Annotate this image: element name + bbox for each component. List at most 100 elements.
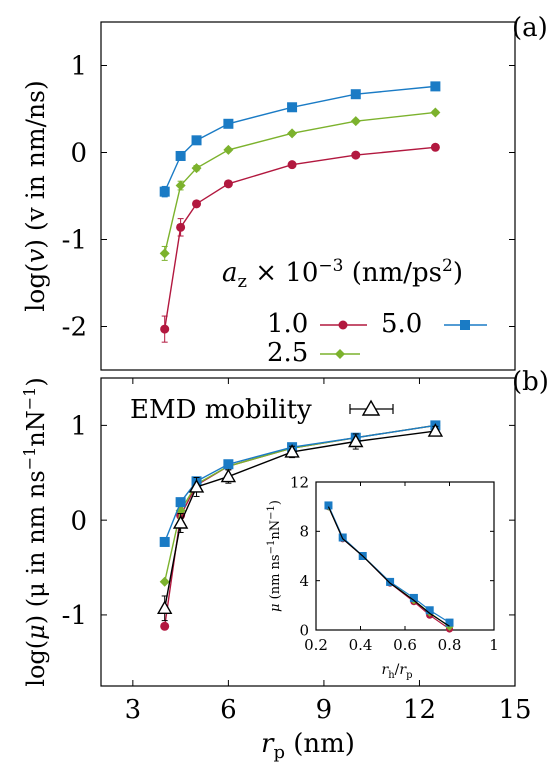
- ytick-label: 0: [70, 506, 87, 536]
- emd-legend: EMD mobility: [130, 395, 394, 425]
- point-2-5: [159, 248, 170, 259]
- point-5-0: [191, 135, 202, 146]
- panel-b-frame: [100, 377, 516, 687]
- ytick-label: 8: [299, 523, 309, 541]
- panel-a: 1 0 -1 -2 (a) log(v) (v in nm/ns) az × 10−3…: [21, 13, 548, 371]
- point-2-5: [223, 144, 234, 155]
- ytick-label: 4: [299, 572, 309, 590]
- point-1-0: [192, 199, 202, 209]
- inset-xlabel: rh/rp: [382, 662, 413, 681]
- point-5-0: [409, 593, 418, 602]
- point-1-0: [160, 324, 170, 334]
- point-1-0: [430, 142, 440, 152]
- panel-a-legend: az × 10−3 (nm/ps2) 1.0 2.5 5.0: [222, 256, 487, 368]
- series-5-0: [159, 81, 441, 198]
- panel-b-xlabel: rp (nm): [261, 729, 355, 763]
- point-1-0: [176, 222, 186, 232]
- xtick-label: 6: [220, 695, 237, 725]
- panel-a-label: (a): [512, 13, 548, 43]
- legend-marker-1-0: [338, 320, 348, 330]
- inset: 0 4 8 12 0.2 0.4 0.6 0.8 1 μ (nm ns−1nN−1) rh/rp: [266, 473, 499, 681]
- ytick-label: 1: [70, 411, 87, 441]
- panel-b-label: (b): [512, 367, 549, 397]
- panel-a-ticks: 1 0 -1 -2: [62, 52, 515, 343]
- point-5-0: [324, 501, 333, 510]
- point-5-0: [386, 577, 395, 586]
- point-5-0: [430, 81, 441, 92]
- point-1-0: [160, 621, 170, 631]
- point-emd-mobility: [172, 515, 189, 529]
- emd-legend-marker: [361, 399, 381, 416]
- series-emd-mobility: [327, 506, 450, 627]
- xtick-label: 1: [489, 636, 499, 654]
- point-5-0: [445, 618, 454, 627]
- point-5-0: [175, 150, 186, 161]
- point-5-0: [159, 536, 170, 547]
- point-1-0: [287, 160, 297, 170]
- inset-series: [324, 501, 454, 633]
- point-5-0: [159, 186, 170, 197]
- xtick-label: 0.4: [349, 636, 373, 654]
- series-emd-mobility: [156, 423, 444, 622]
- legend-title: az × 10−3 (nm/ps2): [222, 256, 463, 292]
- legend-entry-2-5: 2.5: [267, 338, 360, 368]
- xtick-label: 0.6: [393, 636, 417, 654]
- inset-ticks: 0 4 8 12 0.2 0.4 0.6 0.8 1: [290, 473, 499, 654]
- point-5-0: [223, 459, 234, 470]
- legend-marker-5-0: [460, 320, 470, 330]
- legend-label-5-0: 5.0: [381, 309, 422, 339]
- point-5-0: [223, 118, 234, 129]
- point-1-0: [351, 150, 361, 160]
- ytick-label: -1: [62, 226, 87, 256]
- inset-ylabel: μ (nm ns−1nN−1): [266, 500, 283, 612]
- ytick-label: -2: [62, 313, 87, 343]
- ytick-label: 1: [70, 52, 87, 82]
- point-emd-mobility: [156, 600, 173, 614]
- point-5-0: [425, 606, 434, 615]
- point-2-5: [430, 107, 441, 118]
- series-line-1-0: [163, 146, 436, 330]
- panel-a-series: [159, 81, 441, 343]
- legend-marker-2-5: [335, 349, 345, 359]
- ytick-label: 12: [290, 473, 309, 491]
- series-line-2-5: [164, 111, 436, 254]
- series-line-emd-mobility: [327, 506, 450, 627]
- panel-a-frame: [100, 21, 516, 371]
- point-5-0: [175, 497, 186, 508]
- series-line-5-0: [164, 85, 436, 192]
- panel-b-ylabel: log(μ) (μ in nm ns−1nN−1): [20, 377, 50, 686]
- point-2-5: [175, 180, 186, 191]
- xtick-label: 15: [498, 695, 531, 725]
- panel-b: 1 0 -1 3 6 9 12 15 (b) log(μ) (μ in nm ns−1nN−1…: [20, 367, 549, 763]
- xtick-label: 3: [125, 695, 142, 725]
- emd-legend-label: EMD mobility: [130, 395, 312, 425]
- point-emd-mobility: [188, 479, 205, 493]
- point-1-0: [223, 179, 233, 189]
- point-5-0: [350, 89, 361, 100]
- ytick-label: 0: [70, 139, 87, 169]
- point-2-5: [159, 576, 170, 587]
- inset-frame: [315, 481, 495, 631]
- legend-entry-1-0: 1.0: [267, 309, 367, 339]
- point-5-0: [287, 102, 298, 113]
- panel-b-ticks: 1 0 -1 3 6 9 12 15: [62, 378, 532, 725]
- legend-label-1-0: 1.0: [267, 309, 308, 339]
- point-emd-mobility: [284, 443, 300, 458]
- point-2-5: [350, 116, 361, 127]
- legend-label-2-5: 2.5: [267, 338, 308, 368]
- xtick-label: 9: [316, 695, 333, 725]
- panel-a-ylabel: log(v) (v in nm/ns): [21, 80, 50, 311]
- point-2-5: [191, 163, 202, 174]
- ytick-label: -1: [62, 601, 87, 631]
- point-2-5: [287, 128, 298, 139]
- series-2-5: [159, 107, 441, 261]
- panel-b-series: [156, 420, 444, 631]
- xtick-label: 0.8: [438, 636, 462, 654]
- series-1-0: [160, 142, 440, 343]
- legend-entry-5-0: 5.0: [381, 309, 487, 339]
- point-emd-mobility: [427, 423, 444, 437]
- xtick-label: 12: [403, 695, 436, 725]
- xtick-label: 0.2: [304, 636, 328, 654]
- ytick-label: 0: [299, 621, 309, 639]
